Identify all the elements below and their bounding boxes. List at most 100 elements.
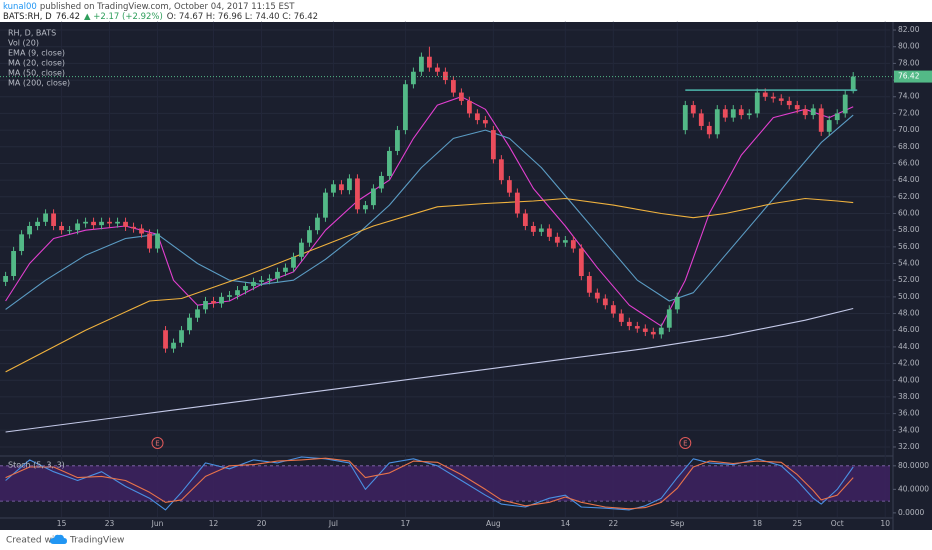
candle-body [347, 178, 352, 191]
candle-body [283, 267, 288, 272]
x-tick-label: Jul [328, 519, 338, 528]
candle-body [594, 292, 600, 299]
y-tick-label: 36.00 [898, 409, 920, 418]
ohlc: O: 74.67 H: 76.96 L: 74.40 C: 76.42 [167, 12, 318, 22]
candle-body [267, 278, 272, 281]
y-tick-label: 62.00 [898, 192, 920, 201]
candle-body [3, 276, 8, 282]
author[interactable]: kunal00 [3, 2, 37, 12]
candle-body [770, 96, 776, 99]
candle-body [530, 225, 536, 232]
candle-body [634, 326, 640, 329]
y-tick-label: 52.00 [898, 275, 920, 284]
stoch-line [5, 457, 854, 510]
x-tick-label: 14 [561, 519, 571, 528]
candle-body [722, 109, 728, 118]
candle-body [738, 109, 744, 116]
y-tick-label: 32.00 [898, 442, 920, 451]
candle-body [115, 221, 120, 224]
candle-body [506, 180, 512, 193]
candle-body [450, 80, 456, 93]
candle-body [562, 240, 568, 243]
candle-body [227, 295, 232, 297]
candle-body [147, 233, 152, 249]
candle-body [834, 113, 840, 121]
x-tick-label: 12 [209, 519, 219, 528]
event-marker [151, 437, 164, 449]
candle-body [59, 225, 64, 231]
event-label: E [155, 440, 159, 448]
header-line-2: BATS:RH, D 76.42 ▲ +2.17 (+2.92%) O: 74.67 … [3, 12, 318, 22]
candle-body [235, 290, 240, 296]
y-tick-label: 44.00 [898, 342, 920, 351]
candle-body [538, 228, 544, 232]
y-tick-label: 66.00 [898, 158, 920, 167]
candle-body [522, 213, 528, 226]
y-tick-label: 40.00 [898, 375, 920, 384]
candle-body [730, 109, 736, 118]
panes: 32.00 34.00 36.00 38.00 40.00 42.00 44.00 46.00… [0, 21, 932, 528]
candle-body [195, 309, 200, 318]
candle-body [259, 280, 264, 282]
indicator-line [5, 307, 854, 433]
y-tick-label: 48.00 [898, 309, 920, 318]
candle-body [291, 256, 296, 268]
candle-body [443, 71, 448, 81]
candle-body [842, 94, 848, 114]
candle-body [99, 221, 104, 226]
candle-body [35, 221, 40, 226]
candle-body [51, 213, 56, 226]
y-tick-label: 34.00 [898, 425, 920, 434]
candle-body [19, 234, 24, 252]
y-tick-label: 0.0000 [898, 508, 924, 517]
candle-body [75, 223, 80, 231]
footer-created: Created with [6, 536, 64, 546]
candle-body [123, 221, 128, 227]
x-tick-label: 20 [257, 519, 267, 528]
candle-body [762, 92, 768, 97]
candle-body [339, 184, 344, 191]
candle-body [802, 109, 808, 116]
candle-body [203, 301, 208, 310]
candle-body [626, 321, 632, 327]
candle-body [850, 76, 856, 92]
candle-body [355, 178, 360, 210]
footer-brand[interactable]: TradingView [69, 536, 124, 546]
logo[interactable] [50, 534, 67, 544]
event-marker [679, 437, 692, 449]
candle-body [546, 228, 552, 237]
candle-body [299, 242, 304, 257]
candle-body [331, 184, 336, 193]
candle-body [578, 248, 584, 277]
candle-body [435, 67, 440, 72]
candle-body [682, 105, 688, 131]
candle-body [610, 305, 616, 314]
candle-body [107, 221, 112, 224]
y-tick-label: 50.00 [898, 292, 920, 301]
y-tick-label: 78.00 [898, 58, 920, 67]
x-tick-label: 22 [609, 519, 619, 528]
candle-body [363, 205, 368, 210]
candle-body [810, 108, 816, 116]
candle-body [243, 286, 248, 291]
candle-body [131, 226, 136, 229]
y-tick-label: 80.0000 [898, 461, 929, 470]
candle-body [307, 230, 312, 243]
candle-body [275, 271, 280, 279]
x-tick-label: Oct [831, 519, 844, 528]
legend-entry: EMA (9, close) [8, 49, 65, 58]
candle-body [371, 188, 376, 206]
y-tick-label: 74.00 [898, 92, 920, 101]
candle-body [91, 221, 96, 226]
candle-body [187, 317, 192, 331]
change: ▲ +2.17 (+2.92%) [84, 12, 163, 22]
candle-body [786, 100, 792, 106]
candle-body [163, 330, 168, 349]
candle-body [323, 192, 328, 218]
y-tick-label: 40.0000 [898, 484, 929, 493]
candle-body [211, 301, 216, 304]
x-tick-label: 15 [57, 519, 67, 528]
legend-entry: MA (50, close) [8, 69, 65, 78]
